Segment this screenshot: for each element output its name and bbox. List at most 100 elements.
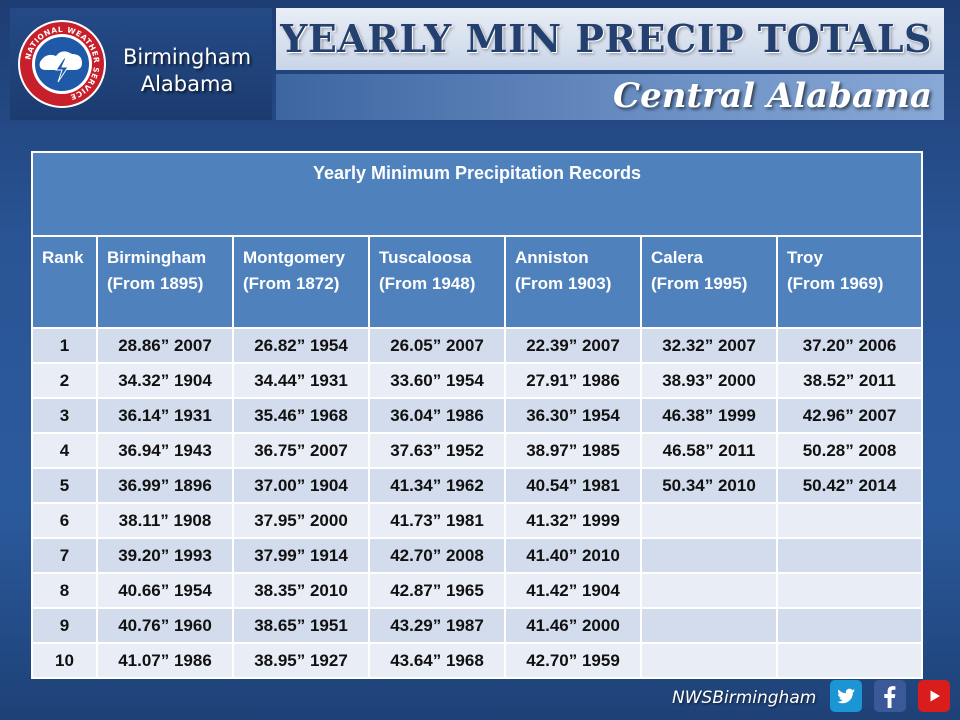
precip-record-cell: 38.95” 1927 [232, 642, 370, 679]
rank-cell: 9 [31, 607, 98, 644]
precip-record-cell: 40.66” 1954 [96, 572, 234, 609]
precip-record-cell: 26.05” 2007 [368, 327, 506, 364]
precip-record-cell [640, 502, 778, 539]
column-name: Calera [651, 248, 703, 267]
footer-handle[interactable]: NWSBirmingham [672, 688, 817, 708]
table-header-row: Rank Birmingham (From 1895) Montgomery (From… [31, 235, 924, 329]
precip-record-cell: 43.29” 1987 [368, 607, 506, 644]
column-record-start: (From 1903) [515, 274, 612, 293]
column-record-start: (From 1948) [379, 274, 476, 293]
twitter-icon[interactable] [830, 680, 862, 712]
column-header-station: Anniston (From 1903) [504, 235, 642, 329]
precip-record-cell: 38.52” 2011 [775, 362, 924, 399]
precip-record-cell: 41.42” 1904 [504, 572, 642, 609]
column-name: Montgomery [243, 248, 345, 267]
nws-seal-icon: NATIONAL WEATHER SERVICE [18, 20, 106, 108]
column-name: Rank [42, 248, 84, 267]
page-title: YEARLY MIN PRECIP TOTALS [280, 16, 932, 61]
table-row: 2 34.32” 1904 34.44” 1931 33.60” 1954 27.91”… [31, 362, 924, 399]
precip-record-cell: 37.20” 2006 [775, 327, 924, 364]
column-header-station: Troy (From 1969) [775, 235, 924, 329]
precip-record-cell: 42.87” 1965 [368, 572, 506, 609]
precip-record-cell: 38.11” 1908 [96, 502, 234, 539]
precip-record-cell: 36.94” 1943 [96, 432, 234, 469]
precip-record-cell: 41.07” 1986 [96, 642, 234, 679]
precip-record-cell: 50.28” 2008 [775, 432, 924, 469]
youtube-icon[interactable] [918, 680, 950, 712]
precip-record-cell: 37.95” 2000 [232, 502, 370, 539]
precip-record-cell: 27.91” 1986 [504, 362, 642, 399]
precip-record-cell: 34.44” 1931 [232, 362, 370, 399]
precip-record-cell: 36.75” 2007 [232, 432, 370, 469]
title-panel: YEARLY MIN PRECIP TOTALS [276, 8, 944, 70]
precip-record-cell: 42.70” 1959 [504, 642, 642, 679]
rank-cell: 6 [31, 502, 98, 539]
table-row: 1 28.86” 2007 26.82” 1954 26.05” 2007 22.39”… [31, 327, 924, 364]
table-row: 3 36.14” 1931 35.46” 1968 36.04” 1986 36.30”… [31, 397, 924, 434]
precip-record-cell [640, 537, 778, 574]
office-state: Alabama [140, 72, 234, 96]
column-name: Tuscaloosa [379, 248, 472, 267]
column-name: Troy [787, 248, 823, 267]
column-record-start: (From 1872) [243, 274, 340, 293]
precip-record-cell: 39.20” 1993 [96, 537, 234, 574]
column-header-station: Montgomery (From 1872) [232, 235, 370, 329]
column-header-station: Birmingham (From 1895) [96, 235, 234, 329]
precip-record-cell: 36.30” 1954 [504, 397, 642, 434]
column-record-start: (From 1995) [651, 274, 748, 293]
header-band: NATIONAL WEATHER SERVICE Birmingham Alab… [10, 8, 944, 120]
column-record-start: (From 1895) [107, 274, 204, 293]
precip-record-cell [775, 537, 924, 574]
table-row: 5 36.99” 1896 37.00” 1904 41.34” 1962 40.54”… [31, 467, 924, 504]
precip-record-cell: 42.70” 2008 [368, 537, 506, 574]
precip-record-cell: 50.42” 2014 [775, 467, 924, 504]
rank-cell: 8 [31, 572, 98, 609]
rank-cell: 4 [31, 432, 98, 469]
records-table: Yearly Minimum Precipitation Records Ran… [30, 151, 924, 679]
precip-record-cell [775, 607, 924, 644]
precip-record-cell [775, 502, 924, 539]
precip-record-cell [775, 642, 924, 679]
subtitle-panel: Central Alabama [276, 74, 944, 120]
precip-record-cell: 46.58” 2011 [640, 432, 778, 469]
rank-cell: 7 [31, 537, 98, 574]
precip-record-cell: 36.99” 1896 [96, 467, 234, 504]
precip-record-cell: 37.63” 1952 [368, 432, 506, 469]
precip-record-cell: 38.93” 2000 [640, 362, 778, 399]
precip-record-cell: 42.96” 2007 [775, 397, 924, 434]
column-header-rank: Rank [31, 235, 98, 329]
office-logo-panel: NATIONAL WEATHER SERVICE Birmingham Alab… [10, 8, 272, 120]
precip-record-cell: 46.38” 1999 [640, 397, 778, 434]
column-name: Anniston [515, 248, 589, 267]
precip-record-cell: 41.32” 1999 [504, 502, 642, 539]
precip-record-cell: 34.32” 1904 [96, 362, 234, 399]
precip-record-cell: 41.34” 1962 [368, 467, 506, 504]
precip-record-cell: 26.82” 1954 [232, 327, 370, 364]
page-subtitle: Central Alabama [613, 76, 932, 116]
precip-record-cell: 38.97” 1985 [504, 432, 642, 469]
table-row: 6 38.11” 1908 37.95” 2000 41.73” 1981 41.32”… [31, 502, 924, 539]
precip-record-cell: 38.65” 1951 [232, 607, 370, 644]
precip-record-cell: 37.00” 1904 [232, 467, 370, 504]
precip-record-cell: 32.32” 2007 [640, 327, 778, 364]
office-name: Birmingham Alabama [112, 44, 262, 98]
precip-record-cell [640, 572, 778, 609]
table-row: 4 36.94” 1943 36.75” 2007 37.63” 1952 38.97”… [31, 432, 924, 469]
table-row: 7 39.20” 1993 37.99” 1914 42.70” 2008 41.40”… [31, 537, 924, 574]
precip-record-cell: 38.35” 2010 [232, 572, 370, 609]
precip-record-cell: 33.60” 1954 [368, 362, 506, 399]
precip-record-cell: 36.14” 1931 [96, 397, 234, 434]
table-row: 10 41.07” 1986 38.95” 1927 43.64” 1968 42.70… [31, 642, 924, 679]
precip-record-cell [640, 607, 778, 644]
precip-record-cell: 36.04” 1986 [368, 397, 506, 434]
precip-record-cell: 28.86” 2007 [96, 327, 234, 364]
rank-cell: 2 [31, 362, 98, 399]
column-record-start: (From 1969) [787, 274, 884, 293]
rank-cell: 5 [31, 467, 98, 504]
column-header-station: Calera (From 1995) [640, 235, 778, 329]
precip-record-cell: 41.73” 1981 [368, 502, 506, 539]
precip-record-cell: 22.39” 2007 [504, 327, 642, 364]
facebook-icon[interactable] [874, 680, 906, 712]
precip-record-cell [640, 642, 778, 679]
table-row: 8 40.66” 1954 38.35” 2010 42.87” 1965 41.42”… [31, 572, 924, 609]
